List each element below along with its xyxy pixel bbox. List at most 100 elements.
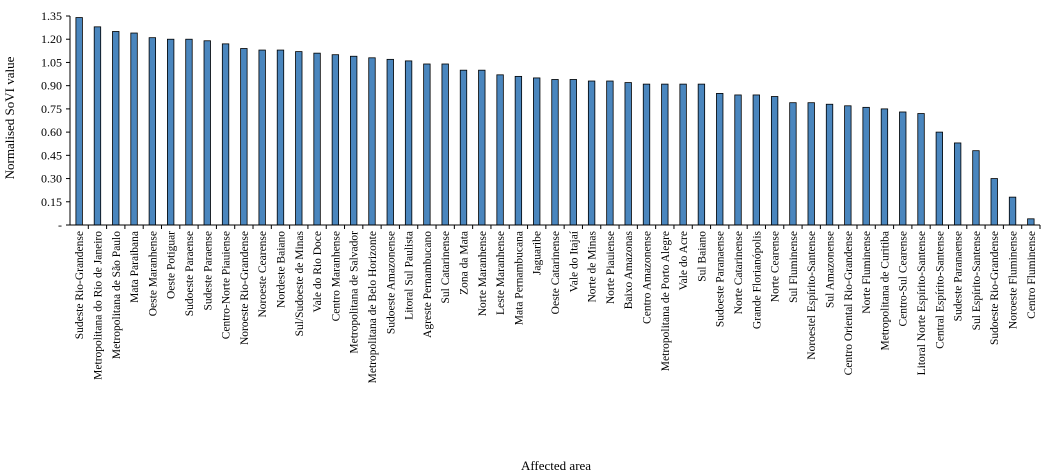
y-axis: - 0.15 0.30 0.45 0.60 0.75 0.90 1.05 1.20 1.35	[41, 9, 71, 232]
x-tick-label: Sudoeste Amazonense	[385, 231, 397, 334]
bar	[148, 37, 157, 226]
x-tick-label: Metropolitana de Belo Horizonte	[367, 231, 379, 383]
x-tick-label: Sul Amazonense	[825, 231, 837, 308]
bar	[569, 79, 577, 226]
y-tick-label: 0.30	[41, 172, 62, 186]
bar	[679, 83, 687, 226]
x-tick-label: Central Espírito-Santense	[934, 231, 946, 349]
bar	[441, 63, 449, 226]
bar	[112, 31, 120, 226]
x-tick-label: Sudeste Paraense	[202, 231, 214, 311]
bar	[514, 75, 523, 226]
x-tick-label: Noroeste Cearense	[257, 231, 269, 318]
x-tick-label: Agreste Pernambucano	[422, 231, 434, 338]
x-tick-label: Vale do Acre	[678, 231, 690, 290]
bar	[807, 102, 815, 226]
bar	[331, 54, 340, 226]
x-tick-label: Sudeste Paranaense	[953, 231, 965, 321]
x-tick-label: Sul Fluminense	[788, 231, 800, 303]
x-tick-label: Metropolitana de São Paulo	[111, 231, 123, 359]
x-tick-label: Vale do Itajaí	[568, 230, 580, 292]
x-tick-label: Metropolitana de Salvador	[349, 231, 361, 354]
x-tick-label: Norte Catarinense	[733, 231, 745, 314]
bar	[404, 60, 413, 226]
x-tick-label: Norte Fluminense	[861, 231, 873, 314]
bar	[770, 96, 779, 226]
x-tick-label: Norte Cearense	[770, 231, 782, 302]
bar	[1027, 218, 1035, 226]
y-tick-label: 0.90	[41, 79, 62, 93]
bar	[990, 178, 998, 226]
y-tick-label: 0.15	[41, 195, 62, 209]
y-tick-label: 1.35	[41, 9, 62, 23]
bar	[862, 106, 870, 226]
bar	[240, 48, 248, 226]
x-tick-label: Sul/Sudoeste de Minas	[294, 230, 306, 336]
bar	[1008, 196, 1017, 226]
x-tick-label: Oeste Catarinense	[550, 231, 562, 314]
x-tick-label: Centro Maranhense	[330, 231, 342, 321]
x-axis: Sudeste Rio-Grandense Metropolitana do Ri…	[70, 224, 1041, 383]
bar	[697, 83, 706, 226]
x-tick-label: Noroestel Espírito-Santense	[806, 231, 818, 360]
x-tick-label: Metropolitana de Curitiba	[879, 231, 891, 350]
x-tick-label: Baixo Amazonas	[623, 230, 635, 309]
bar	[313, 52, 321, 226]
y-tick-label: 0.60	[41, 125, 62, 139]
x-tick-label: Jaguaribe	[532, 231, 544, 275]
bar	[368, 57, 376, 226]
bar	[533, 77, 541, 226]
y-tick-label: 1.20	[41, 32, 62, 46]
bar	[624, 82, 632, 226]
bar	[276, 49, 285, 226]
bar	[789, 102, 797, 226]
x-tick-label: Oeste Maranhense	[147, 231, 159, 316]
bar	[899, 111, 907, 226]
y-tick-label: 0.45	[41, 148, 62, 162]
x-tick-label: Grande Florianópolis	[751, 230, 763, 329]
bar	[716, 93, 724, 226]
bar	[972, 150, 980, 226]
bar	[93, 26, 102, 226]
bar	[423, 63, 431, 226]
bar	[587, 80, 596, 226]
bar	[221, 43, 230, 226]
y-tick-label: -	[58, 218, 62, 232]
bar	[661, 83, 669, 226]
x-tick-label: Norte de Minas	[587, 230, 599, 302]
x-tick-label: Sul Baiano	[696, 231, 708, 282]
x-tick-label: Sudoeste Rio-Grandense	[989, 231, 1001, 345]
x-tick-label: Sudoeste Paraense	[184, 231, 196, 316]
x-tick-label: Norte Piauiense	[605, 231, 617, 304]
x-tick-label: Leste Maranhense	[495, 231, 507, 315]
bar	[185, 38, 193, 226]
x-tick-label: Litoral Sul Paulista	[404, 231, 416, 320]
bar	[258, 49, 266, 226]
x-tick-label: Norte Maranhense	[477, 231, 489, 316]
x-tick-label: Mata Paraibana	[129, 231, 141, 303]
x-tick-label: Sudoeste Paranaense	[715, 231, 727, 327]
x-tick-label: Mata Pernambucana	[513, 231, 525, 325]
x-tick-label: Centro-Sul Cearense	[898, 231, 910, 327]
x-tick-label: Noroeste Rio-Grandense	[239, 231, 251, 345]
x-tick-label: Noroeste Fluminense	[1008, 231, 1020, 329]
bar	[350, 55, 358, 226]
x-axis-title: Affected area	[521, 458, 591, 473]
bar	[935, 131, 943, 226]
bar	[130, 32, 138, 226]
x-tick-label: Nordeste Baiano	[275, 231, 287, 308]
x-tick-label: Centro Amazonense	[642, 231, 654, 324]
bar	[75, 17, 83, 226]
bar	[917, 113, 925, 226]
x-tick-label: Metropolitana do Rio de Janeiro	[92, 231, 104, 380]
bar	[606, 80, 614, 226]
bar	[203, 40, 211, 226]
x-tick-label: Sudeste Rio-Grandense	[74, 231, 86, 339]
bar	[459, 69, 468, 226]
x-tick-label: Centro Oriental Rio-Grandense	[843, 231, 855, 375]
bar	[478, 69, 486, 226]
x-tick-label: Litoral Norte Espírito-Santense	[916, 231, 928, 375]
bar	[295, 51, 303, 226]
bar	[167, 38, 175, 226]
